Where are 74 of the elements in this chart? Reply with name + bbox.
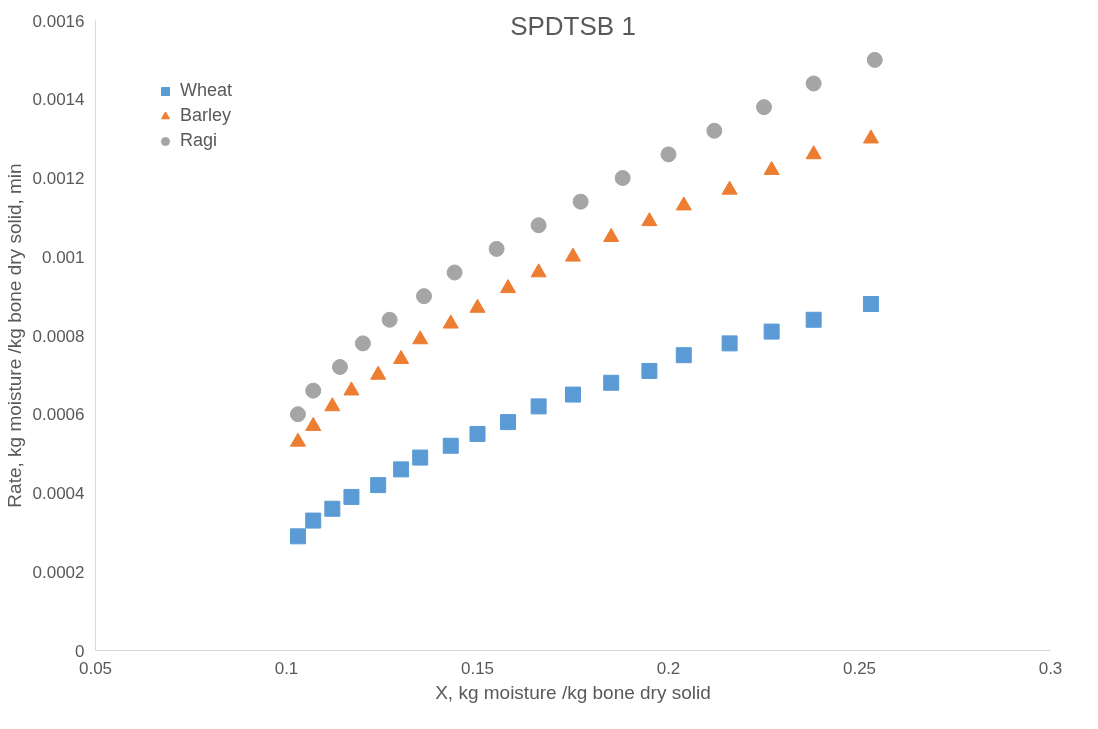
x-tick-label: 0.25 xyxy=(842,658,877,678)
point xyxy=(805,311,822,328)
point xyxy=(442,437,459,454)
point xyxy=(603,374,620,391)
point xyxy=(675,196,692,211)
point xyxy=(530,263,547,278)
point xyxy=(862,129,879,144)
point xyxy=(530,398,547,415)
point xyxy=(805,145,822,160)
point xyxy=(305,512,322,529)
point xyxy=(756,99,772,116)
point xyxy=(289,406,306,423)
point xyxy=(412,449,429,466)
point xyxy=(641,212,658,227)
point xyxy=(763,160,780,175)
y-tick-label: 0.0006 xyxy=(32,405,85,425)
point xyxy=(442,314,459,329)
point xyxy=(393,461,410,478)
y-tick-label: 0.0014 xyxy=(32,90,85,110)
x-axis-title: X, kg moisture /kg bone dry solid xyxy=(435,681,711,703)
point xyxy=(530,217,547,234)
y-tick-label: 0.0008 xyxy=(32,326,85,346)
legend-label: Ragi xyxy=(180,130,218,151)
y-axis-title: Rate, kg moisture /kg bone dry solid, min xyxy=(3,163,25,508)
legend-label: Wheat xyxy=(180,80,233,101)
point xyxy=(721,180,738,195)
point xyxy=(354,335,371,352)
point xyxy=(572,193,589,210)
point xyxy=(866,51,883,68)
point xyxy=(469,425,486,442)
point xyxy=(603,227,620,242)
point xyxy=(706,122,723,139)
y-tick-label: 0.0004 xyxy=(32,484,85,503)
y-tick-label: 0 xyxy=(75,641,85,661)
point xyxy=(416,288,433,305)
chart-title: SPDTSB 1 xyxy=(510,10,636,41)
point xyxy=(381,311,398,328)
point xyxy=(500,279,517,294)
point xyxy=(324,397,341,412)
point xyxy=(331,359,348,375)
y-tick-label: 0.001 xyxy=(41,247,85,267)
point xyxy=(305,382,322,399)
point xyxy=(500,414,517,431)
point xyxy=(324,500,341,517)
point xyxy=(343,381,360,396)
point xyxy=(862,296,879,312)
y-tick-label: 0.0002 xyxy=(32,562,85,582)
y-tick-label: 0.0012 xyxy=(32,169,85,188)
point xyxy=(446,264,463,281)
point xyxy=(412,330,429,345)
point xyxy=(343,488,360,505)
x-tick-label: 0.15 xyxy=(460,658,495,678)
point xyxy=(289,528,306,545)
x-tick-label: 0.2 xyxy=(656,658,681,678)
x-tick-label: 0.05 xyxy=(78,658,113,678)
y-tick-label: 0.0016 xyxy=(32,11,85,31)
point xyxy=(393,349,410,364)
point xyxy=(721,335,738,352)
point xyxy=(565,386,581,403)
point xyxy=(660,146,677,163)
point xyxy=(763,323,780,340)
point xyxy=(370,365,387,380)
point xyxy=(675,347,692,364)
point xyxy=(370,477,387,494)
point xyxy=(805,75,822,92)
point xyxy=(641,362,658,379)
point xyxy=(488,240,505,257)
x-tick-label: 0.3 xyxy=(1038,658,1063,678)
point xyxy=(469,298,486,313)
point xyxy=(289,432,306,447)
legend-label: Barley xyxy=(180,105,232,126)
x-tick-label: 0.1 xyxy=(274,658,299,678)
point xyxy=(565,247,581,262)
point xyxy=(614,170,631,186)
